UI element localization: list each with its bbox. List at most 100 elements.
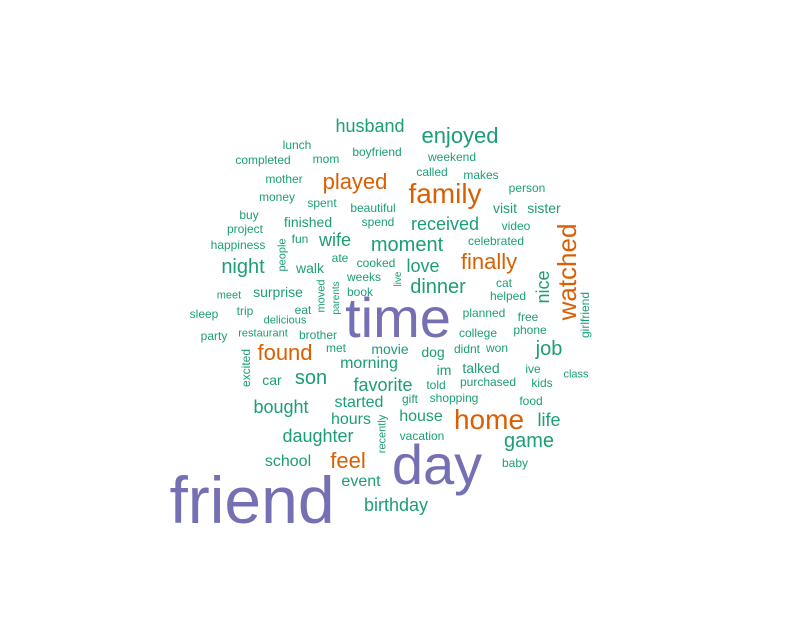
cloud-word-told: told <box>426 378 446 392</box>
cloud-word-people: people <box>276 238 289 272</box>
cloud-word-delicious: delicious <box>263 314 307 327</box>
cloud-word-game: game <box>503 430 555 452</box>
cloud-word-hours: hours <box>330 411 372 428</box>
cloud-word-time: time <box>345 286 451 349</box>
cloud-word-started: started <box>334 394 384 411</box>
cloud-word-buy: buy <box>239 208 259 222</box>
cloud-word-finally: finally <box>460 249 518 274</box>
cloud-word-didnt: didnt <box>453 342 481 356</box>
cloud-word-happiness: happiness <box>210 238 266 252</box>
cloud-word-weekend: weekend <box>427 150 477 164</box>
cloud-word-free: free <box>517 310 539 324</box>
cloud-word-ive: ive <box>525 362 541 376</box>
cloud-word-won: won <box>485 341 509 355</box>
cloud-word-received: received <box>410 214 480 234</box>
cloud-word-talked: talked <box>462 360 500 376</box>
cloud-word-meet: meet <box>216 289 242 302</box>
cloud-word-gift: gift <box>401 392 419 406</box>
cloud-word-husband: husband <box>335 116 405 136</box>
cloud-word-moved: moved <box>315 279 328 313</box>
cloud-word-ate: ate <box>331 251 349 265</box>
cloud-word-purchased: purchased <box>459 375 517 389</box>
cloud-word-helped: helped <box>489 289 527 303</box>
cloud-word-car: car <box>262 372 282 388</box>
cloud-word-home: home <box>453 404 525 435</box>
cloud-word-money: money <box>258 190 296 204</box>
cloud-word-nice: nice <box>533 270 553 304</box>
cloud-word-day: day <box>391 433 483 496</box>
cloud-word-dog: dog <box>421 344 445 360</box>
cloud-word-live: live <box>393 271 404 287</box>
cloud-word-found: found <box>257 340 313 365</box>
cloud-word-spend: spend <box>361 215 395 229</box>
cloud-word-sleep: sleep <box>189 307 219 321</box>
cloud-word-brother: brother <box>298 328 338 342</box>
cloud-word-excited: excited <box>239 348 253 388</box>
cloud-word-recently: recently <box>376 414 389 454</box>
cloud-word-watched: watched <box>552 223 582 321</box>
cloud-word-finished: finished <box>283 214 333 230</box>
cloud-word-feel: feel <box>330 448 366 473</box>
cloud-word-job: job <box>535 338 563 360</box>
cloud-word-book: book <box>346 285 374 299</box>
cloud-word-girlfriend: girlfriend <box>578 291 592 339</box>
cloud-word-family: family <box>408 178 482 209</box>
cloud-word-movie: movie <box>371 341 409 357</box>
cloud-word-son: son <box>294 367 328 389</box>
cloud-word-trip: trip <box>236 304 254 318</box>
cloud-word-lunch: lunch <box>282 138 312 152</box>
cloud-word-party: party <box>200 329 228 343</box>
cloud-word-cat: cat <box>495 276 513 290</box>
cloud-word-night: night <box>221 256 265 278</box>
cloud-word-phone: phone <box>513 323 547 337</box>
cloud-word-sister: sister <box>527 200 561 216</box>
cloud-word-baby: baby <box>501 456 529 470</box>
cloud-word-surprise: surprise <box>253 284 303 300</box>
cloud-word-celebrated: celebrated <box>467 234 525 248</box>
cloud-word-dinner: dinner <box>410 276 466 298</box>
cloud-word-class: class <box>563 368 589 381</box>
cloud-word-daughter: daughter <box>282 426 354 446</box>
cloud-word-visit: visit <box>492 200 518 216</box>
cloud-word-played: played <box>322 169 388 194</box>
cloud-word-walk: walk <box>295 260 325 276</box>
cloud-word-eat: eat <box>294 303 312 317</box>
cloud-word-vacation: vacation <box>399 429 445 443</box>
cloud-word-completed: completed <box>235 153 291 167</box>
cloud-word-food: food <box>519 394 543 408</box>
cloud-word-spent: spent <box>307 196 337 210</box>
cloud-word-school: school <box>264 453 312 470</box>
cloud-word-makes: makes <box>463 168 499 182</box>
cloud-word-house: house <box>399 408 443 425</box>
cloud-word-fun: fun <box>291 232 309 246</box>
cloud-word-beautiful: beautiful <box>350 201 396 215</box>
cloud-word-morning: morning <box>340 355 398 372</box>
cloud-word-moment: moment <box>370 234 444 256</box>
cloud-word-project: project <box>226 222 264 236</box>
cloud-word-planned: planned <box>462 306 506 320</box>
cloud-word-favorite: favorite <box>353 375 413 395</box>
cloud-word-weeks: weeks <box>346 270 382 284</box>
cloud-word-love: love <box>406 256 440 276</box>
cloud-word-friend: friend <box>169 463 335 537</box>
cloud-word-boyfriend: boyfriend <box>352 145 402 159</box>
cloud-word-restaurant: restaurant <box>238 327 288 340</box>
cloud-word-bought: bought <box>253 397 309 417</box>
cloud-word-im: im <box>436 362 452 378</box>
cloud-word-met: met <box>325 341 347 355</box>
cloud-word-shopping: shopping <box>429 391 479 405</box>
cloud-word-wife: wife <box>318 230 352 250</box>
cloud-word-called: called <box>416 165 448 179</box>
cloud-word-kids: kids <box>531 376 553 390</box>
cloud-word-cooked: cooked <box>356 256 396 270</box>
cloud-word-event: event <box>341 473 381 490</box>
cloud-word-person: person <box>508 181 546 195</box>
cloud-word-life: life <box>537 410 561 430</box>
cloud-word-college: college <box>458 326 498 340</box>
cloud-word-birthday: birthday <box>363 495 429 515</box>
cloud-word-enjoyed: enjoyed <box>421 123 499 148</box>
cloud-word-video: video <box>501 219 531 233</box>
cloud-word-mom: mom <box>312 152 340 166</box>
cloud-word-parents: parents <box>331 281 342 315</box>
